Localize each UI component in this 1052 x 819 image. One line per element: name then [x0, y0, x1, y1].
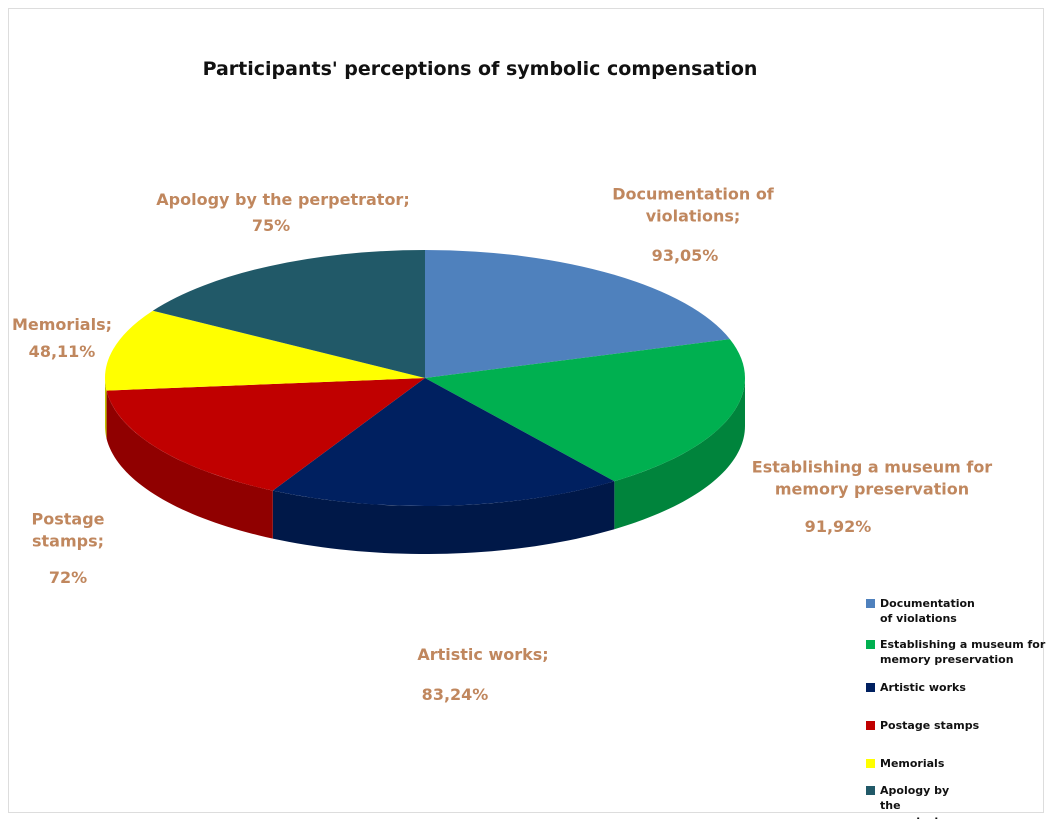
data-label-name: Artistic works;: [417, 645, 549, 665]
data-label-name: Apology by the perpetrator;: [156, 190, 410, 210]
slice-side: [614, 378, 745, 530]
legend-swatch: [866, 759, 875, 768]
legend-item: Memorials: [866, 756, 1052, 771]
pie-slice: [425, 339, 745, 482]
slice-side: [272, 481, 615, 554]
legend-label: Documentation of violations: [880, 597, 975, 626]
data-label-value: 48,11%: [28, 342, 96, 362]
pie-slice: [105, 310, 425, 391]
data-label-value: 83,24%: [421, 685, 489, 705]
chart-frame: [8, 8, 1044, 813]
slice-side: [106, 390, 273, 539]
data-label-value: 91,92%: [804, 517, 872, 537]
data-label-name: Establishing a museum for memory preserv…: [751, 457, 993, 498]
legend-swatch: [866, 786, 875, 795]
legend-swatch: [866, 599, 875, 608]
pie-slice: [425, 250, 730, 378]
slice-side: [105, 378, 107, 439]
data-label-name: Postage stamps;: [31, 509, 105, 550]
legend-item: Documentation of violations: [866, 596, 975, 627]
data-label-value: 72%: [48, 568, 88, 588]
data-label-name: Documentation of violations;: [612, 184, 774, 225]
data-label-name: Memorials;: [11, 315, 112, 335]
pie-slice: [152, 250, 426, 378]
legend-swatch: [866, 721, 875, 730]
legend-label: Establishing a museum for memory preserv…: [880, 638, 1046, 667]
pie-slice: [106, 378, 425, 491]
legend-item: Establishing a museum for memory preserv…: [866, 637, 1052, 668]
legend-item: Apology by the perpetrator: [866, 783, 960, 819]
data-label-value: 93,05%: [651, 246, 719, 266]
legend-label: Apology by the perpetrator: [880, 784, 952, 819]
chart-title: Participants' perceptions of symbolic co…: [202, 58, 758, 80]
legend-item: Postage stamps: [866, 718, 1052, 733]
legend-label: Memorials: [880, 757, 945, 770]
data-label-value: 75%: [251, 216, 291, 236]
pie-slice: [272, 378, 615, 506]
legend-swatch: [866, 640, 875, 649]
legend-label: Artistic works: [880, 681, 966, 694]
legend-swatch: [866, 683, 875, 692]
legend-item: Artistic works: [866, 680, 1052, 695]
legend-label: Postage stamps: [880, 719, 980, 732]
